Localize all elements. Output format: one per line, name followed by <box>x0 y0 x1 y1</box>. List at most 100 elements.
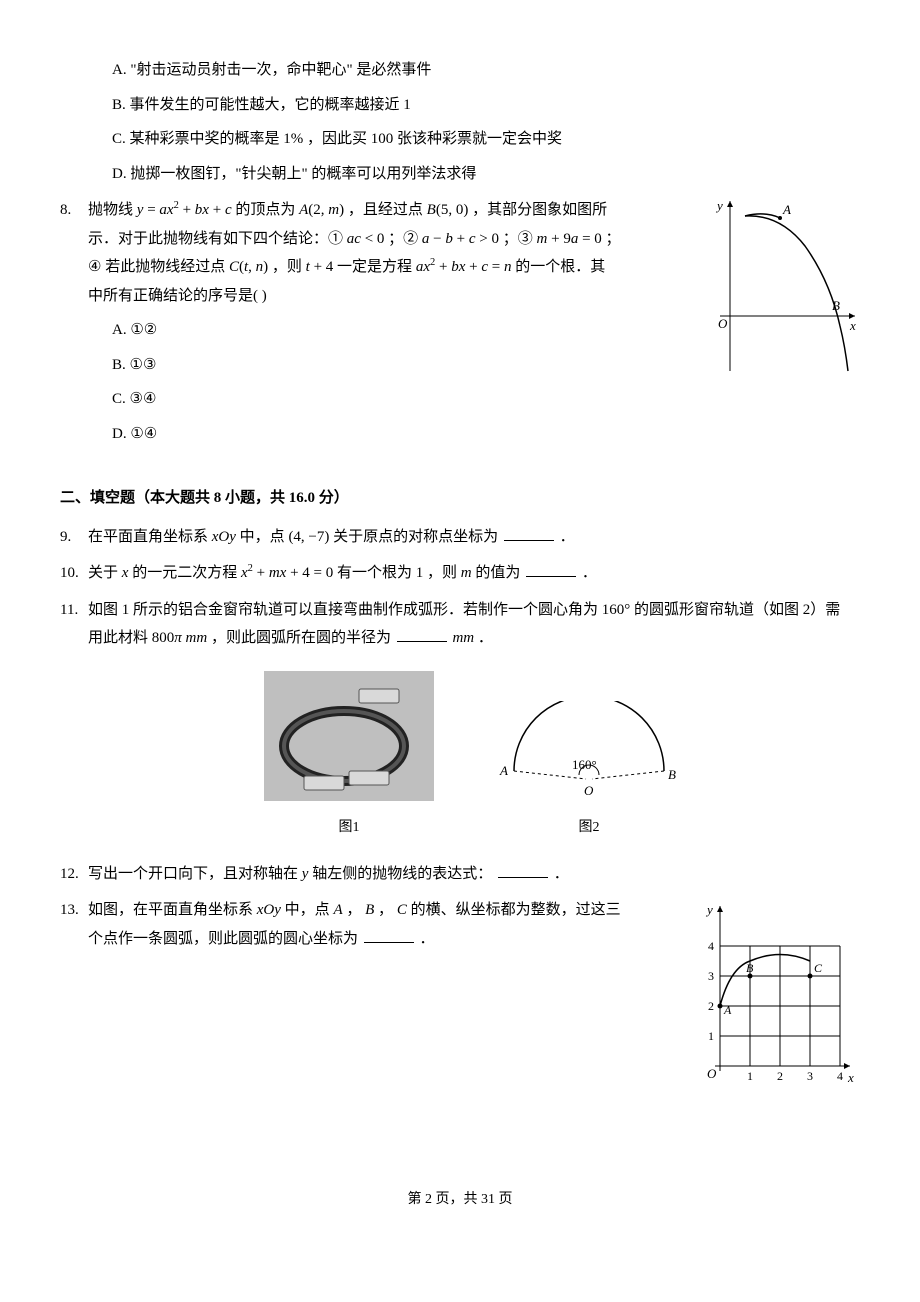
q8-t10: 一定是方程 <box>337 259 416 275</box>
q8-option-b: B. ①③ <box>112 351 700 380</box>
q13-B: B <box>365 902 374 918</box>
q8-t12: 中所有正确结论的序号是( ) <box>88 288 267 304</box>
q8-t7: ； <box>606 231 621 247</box>
q13-l2a: 个点作一条圆弧，则此圆弧的圆心坐标为 <box>88 931 358 947</box>
q8-t2: ，且经过点 <box>348 202 427 218</box>
q11-unit: mm <box>452 630 474 646</box>
q8-figure: O x y A B <box>710 196 860 387</box>
q8-option-d: D. ①④ <box>112 420 700 449</box>
footer-suffix: 页 <box>499 1192 513 1207</box>
q13-fig-C: C <box>814 961 823 975</box>
q8-t1: 的顶点为 <box>235 202 299 218</box>
q8-t11: 的一个根．其 <box>515 259 605 275</box>
q12-blank <box>498 863 548 878</box>
q8-cond2: a − b + c > 0 <box>422 231 499 247</box>
question-12: 12. 写出一个开口向下，且对称轴在 y 轴左侧的抛物线的表达式： ． <box>60 860 860 889</box>
q9-body: 在平面直角坐标系 xOy 中，点 (4, −7) 关于原点的对称点坐标为 ． <box>88 523 860 552</box>
q9-tc: 关于原点的对称点坐标为 <box>333 529 498 545</box>
q8-number: 8. <box>60 196 88 225</box>
q13-xt1: 1 <box>747 1069 753 1083</box>
page-footer: 第 2 页，共 31 页 <box>60 1187 860 1214</box>
section-2-heading: 二、填空题（本大题共 8 小题，共 16.0 分） <box>60 484 860 513</box>
q8-ptA: A(2, m) <box>299 202 344 218</box>
q13-grid-svg: A B C 4 3 2 1 1 2 3 4 O x y <box>690 896 860 1096</box>
q13-fig-y: y <box>705 902 713 917</box>
q13-xt3: 3 <box>807 1069 813 1083</box>
q12-tb: 轴左侧的抛物线的表达式： <box>312 866 492 882</box>
q9-tail: ． <box>560 529 575 545</box>
q8-cond3: m + 9a = 0 <box>537 231 602 247</box>
q11-l2a: 用此材料 <box>88 630 152 646</box>
q13-figure: A B C 4 3 2 1 1 2 3 4 O x y <box>690 896 860 1107</box>
q8-t9: ，则 <box>272 259 306 275</box>
q10-x: x <box>122 565 129 581</box>
q13-blank <box>364 928 414 943</box>
q12-y: y <box>302 866 309 882</box>
q11-fig2: A B O 160° 图2 <box>494 701 684 842</box>
q13-fig-O: O <box>707 1066 717 1081</box>
q8-ptB: B(5, 0) <box>427 202 469 218</box>
question-9: 9. 在平面直角坐标系 xOy 中，点 (4, −7) 关于原点的对称点坐标为 … <box>60 523 860 552</box>
q9-xoy: xOy <box>212 529 236 545</box>
q8-label-O: O <box>718 316 728 331</box>
q11-body: 如图 1 所示的铝合金窗帘轨道可以直接弯曲制作成弧形．若制作一个圆心角为 160… <box>88 596 860 852</box>
q13-yt1: 1 <box>708 1029 714 1043</box>
q13-tail: ． <box>420 931 435 947</box>
q8-expr4: t + 4 <box>306 259 334 275</box>
q8-t4: 示．对于此抛物线有如下四个结论：① <box>88 231 347 247</box>
q13-yt2: 2 <box>708 999 714 1013</box>
q8-body: 抛物线 y = ax2 + bx + c 的顶点为 A(2, m) ，且经过点 … <box>88 196 700 454</box>
option-c: C. 某种彩票中奖的概率是 1% ，因此买 100 张该种彩票就一定会中奖 <box>112 125 860 154</box>
question-8: 8. 抛物线 y = ax2 + bx + c 的顶点为 A(2, m) ，且经… <box>60 196 860 454</box>
q13-ta: 如图，在平面直角坐标系 <box>88 902 257 918</box>
q13-xoy: xOy <box>257 902 281 918</box>
q13-fig-B: B <box>746 961 754 975</box>
q8-option-a: A. ①② <box>112 316 700 345</box>
q10-td: 的值为 <box>475 565 520 581</box>
q13-number: 13. <box>60 896 88 925</box>
q10-body: 关于 x 的一元二次方程 x2 + mx + 4 = 0 有一个根为 1 ，则 … <box>88 559 860 588</box>
question-11: 11. 如图 1 所示的铝合金窗帘轨道可以直接弯曲制作成弧形．若制作一个圆心角为… <box>60 596 860 852</box>
q8-label-y: y <box>715 198 723 213</box>
q12-ta: 写出一个开口向下，且对称轴在 <box>88 866 302 882</box>
q13-te: 的横、纵坐标都为整数，过这三 <box>411 902 621 918</box>
q11-figures: 图1 A B O 160° 图2 <box>88 671 860 842</box>
q10-ta: 关于 <box>88 565 122 581</box>
q11-fig2-angle: 160° <box>572 757 597 772</box>
q10-m: m <box>461 565 472 581</box>
footer-prefix: 第 <box>408 1192 426 1207</box>
option-d: D. 抛掷一枚图钉，"针尖朝上" 的概率可以用列举法求得 <box>112 160 860 189</box>
q13-fig-x: x <box>847 1070 854 1085</box>
q9-number: 9. <box>60 523 88 552</box>
question-10: 10. 关于 x 的一元二次方程 x2 + mx + 4 = 0 有一个根为 1… <box>60 559 860 588</box>
q13-yt3: 3 <box>708 969 714 983</box>
q13-yt4: 4 <box>708 939 714 953</box>
footer-mid: 页，共 <box>436 1192 482 1207</box>
q8-cond1: ac < 0 <box>347 231 385 247</box>
footer-page: 2 <box>425 1192 432 1207</box>
q12-body: 写出一个开口向下，且对称轴在 y 轴左侧的抛物线的表达式： ． <box>88 860 860 889</box>
q10-eq: x2 + mx + 4 = 0 <box>241 565 333 581</box>
q8-t6: ；③ <box>503 231 537 247</box>
q13-fig-A: A <box>723 1003 732 1017</box>
q11-blank <box>397 627 447 642</box>
q10-blank <box>526 562 576 577</box>
q13-body: 如图，在平面直角坐标系 xOy 中，点 A ， B ， C 的横、纵坐标都为整数… <box>88 896 680 953</box>
q13-A: A <box>333 902 342 918</box>
option-a: A. "射击运动员射击一次，命中靶心" 是必然事件 <box>112 56 860 85</box>
q11-number: 11. <box>60 596 88 625</box>
q8-t0: 抛物线 <box>88 202 137 218</box>
q9-blank <box>504 526 554 541</box>
q8-option-c: C. ③④ <box>112 385 700 414</box>
q12-tail: ． <box>554 866 569 882</box>
q8-label-B: B <box>832 298 840 313</box>
question-13: 13. 如图，在平面直角坐标系 xOy 中，点 A ， B ， C 的横、纵坐标… <box>60 896 860 1107</box>
q9-pt: (4, −7) <box>288 529 329 545</box>
q8-label-x: x <box>849 318 856 333</box>
q12-number: 12. <box>60 860 88 889</box>
q10-tail: ． <box>582 565 597 581</box>
q8-eq4: ax2 + bx + c = n <box>416 259 512 275</box>
q11-fig2-caption: 图2 <box>494 815 684 842</box>
q13-tc: ， <box>346 902 361 918</box>
q10-tb: 的一元二次方程 <box>132 565 241 581</box>
